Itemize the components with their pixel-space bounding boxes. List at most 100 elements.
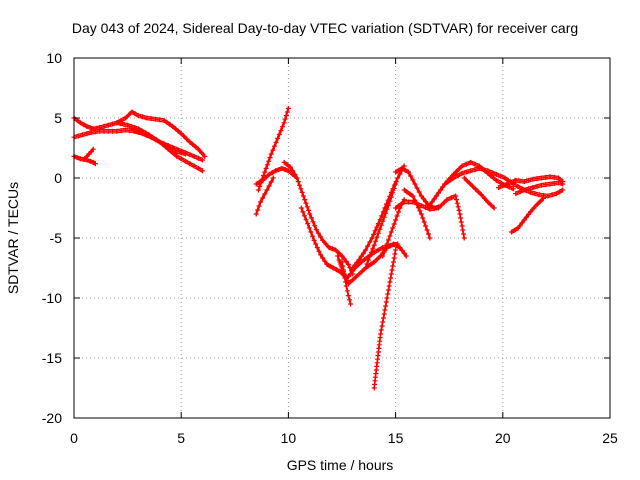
data-point	[101, 128, 107, 134]
data-point	[173, 126, 178, 132]
data-point	[383, 245, 389, 251]
series-line	[511, 197, 544, 233]
data-point	[459, 223, 465, 229]
data-point	[451, 175, 456, 181]
data-point	[308, 229, 314, 235]
data-point	[397, 245, 403, 251]
data-point	[493, 177, 499, 183]
data-point	[438, 187, 444, 193]
data-point	[368, 249, 374, 255]
data-point	[323, 241, 329, 247]
series-arc-28	[508, 195, 546, 235]
data-point	[127, 128, 133, 134]
data-point	[135, 129, 141, 135]
data-point	[431, 196, 437, 202]
data-point	[294, 175, 300, 181]
series-arc-10	[253, 175, 276, 217]
data-point	[418, 203, 424, 209]
data-point	[410, 193, 416, 199]
data-point	[511, 186, 516, 192]
data-point	[427, 235, 433, 241]
data-point	[199, 150, 205, 156]
data-point	[556, 175, 561, 181]
data-point	[526, 211, 531, 217]
data-point	[393, 247, 399, 253]
data-point	[531, 205, 537, 211]
data-point	[458, 215, 464, 221]
data-point	[343, 283, 349, 289]
series-arc-26	[496, 174, 566, 191]
data-point	[372, 228, 378, 234]
data-point	[375, 247, 381, 253]
data-point	[365, 243, 371, 249]
x-tick-label: 15	[388, 430, 404, 446]
data-point	[391, 255, 397, 261]
data-point	[114, 120, 120, 126]
data-point	[88, 129, 94, 135]
data-point	[517, 178, 523, 184]
data-point	[423, 199, 429, 205]
data-point	[426, 231, 431, 237]
series-arc-27	[513, 180, 566, 197]
data-point	[386, 283, 392, 289]
data-point	[536, 192, 542, 198]
data-point	[284, 162, 290, 168]
data-point	[456, 166, 462, 172]
data-point	[464, 178, 470, 184]
data-point	[393, 181, 399, 187]
data-point	[476, 189, 481, 195]
data-point	[264, 162, 270, 168]
data-point	[398, 201, 404, 207]
data-point	[380, 319, 386, 325]
data-point	[299, 189, 305, 195]
data-point	[264, 187, 270, 193]
data-point	[318, 234, 324, 240]
chart-title: Day 043 of 2024, Sidereal Day-to-day VTE…	[72, 20, 578, 36]
series-arc-23	[425, 159, 516, 211]
data-point	[348, 301, 354, 307]
data-point	[335, 253, 341, 259]
data-point	[92, 129, 98, 135]
data-point	[420, 215, 426, 221]
data-point	[513, 191, 519, 197]
data-point	[110, 121, 116, 127]
data-point	[118, 121, 123, 127]
series-line	[403, 189, 431, 239]
data-point	[375, 230, 381, 236]
data-point	[388, 271, 394, 277]
data-point	[258, 180, 264, 186]
data-point	[459, 170, 465, 176]
data-point	[386, 237, 391, 243]
data-point	[472, 167, 478, 173]
data-point	[315, 230, 321, 236]
data-point	[307, 211, 313, 217]
data-point	[416, 189, 422, 195]
data-point	[263, 165, 269, 171]
data-point	[125, 122, 131, 128]
data-point	[517, 223, 523, 229]
data-point	[386, 202, 391, 208]
data-point	[298, 205, 304, 211]
data-point	[255, 207, 261, 213]
data-point	[195, 165, 201, 171]
data-point	[406, 199, 411, 205]
data-point	[390, 225, 396, 231]
data-series	[71, 105, 566, 391]
data-point	[303, 200, 309, 206]
data-point	[455, 204, 461, 210]
series-arc-9	[255, 105, 291, 193]
data-point	[386, 287, 391, 293]
data-point	[463, 161, 469, 167]
data-point	[269, 170, 275, 176]
data-point	[261, 173, 266, 179]
data-point	[200, 157, 206, 163]
data-point	[175, 128, 181, 134]
data-point	[295, 179, 301, 185]
data-point	[288, 164, 293, 170]
data-point	[157, 117, 163, 123]
data-point	[473, 186, 479, 192]
data-point	[305, 221, 311, 227]
data-point	[329, 246, 335, 252]
data-point	[391, 185, 397, 191]
data-point	[389, 267, 395, 273]
